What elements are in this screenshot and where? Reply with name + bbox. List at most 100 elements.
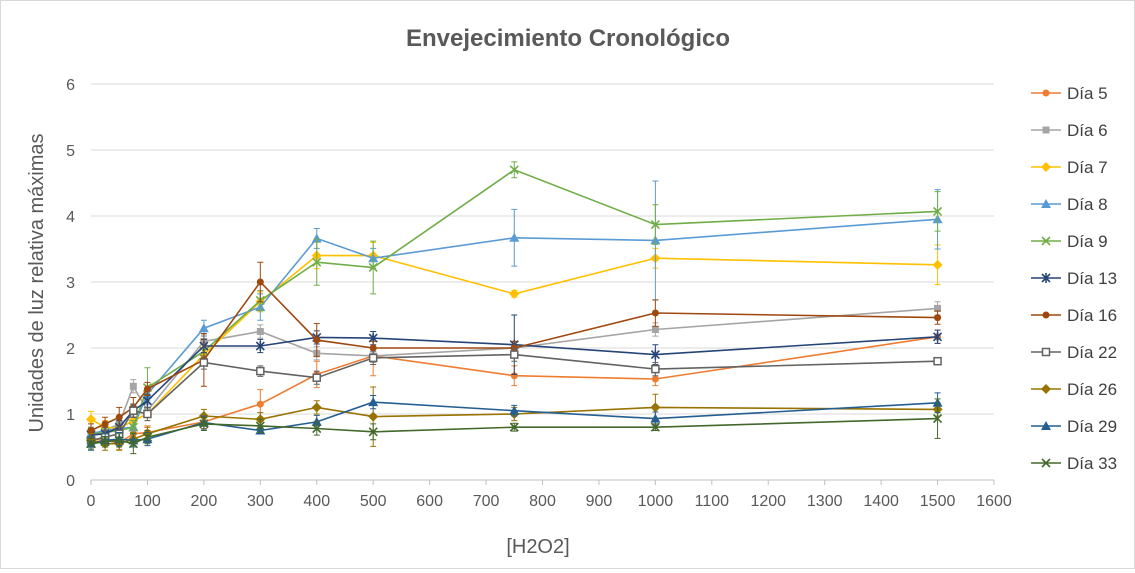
data-point bbox=[129, 406, 138, 415]
legend-marker bbox=[1041, 162, 1051, 172]
data-point bbox=[933, 356, 942, 366]
x-axis-title: [H2O2] bbox=[506, 536, 569, 558]
legend-item: Día 7 bbox=[1031, 158, 1108, 177]
legend-label: Día 8 bbox=[1067, 195, 1108, 214]
legend-item: Día 9 bbox=[1031, 232, 1108, 251]
x-tick-label: 400 bbox=[303, 493, 330, 510]
data-point bbox=[199, 419, 209, 429]
series-line bbox=[90, 417, 938, 445]
series-día-9 bbox=[86, 161, 943, 441]
x-tick-label: 200 bbox=[191, 493, 218, 510]
x-tick-label: 300 bbox=[247, 493, 274, 510]
data-point bbox=[368, 427, 378, 437]
y-tick-label: 0 bbox=[66, 473, 75, 490]
x-tick-label: 500 bbox=[360, 493, 387, 510]
legend-marker bbox=[1042, 126, 1050, 134]
data-point bbox=[934, 304, 942, 312]
legend-marker bbox=[1041, 421, 1051, 430]
data-point bbox=[142, 395, 153, 406]
legend-item: Día 5 bbox=[1031, 84, 1108, 103]
x-tick-label: 700 bbox=[473, 493, 500, 510]
legend-label: Día 16 bbox=[1067, 306, 1117, 325]
x-tick-label: 100 bbox=[134, 493, 161, 510]
data-point bbox=[650, 220, 660, 230]
chart-title: Envejecimiento Cronológico bbox=[406, 25, 730, 52]
legend-label: Día 13 bbox=[1067, 269, 1117, 288]
data-point bbox=[312, 423, 322, 434]
data-point bbox=[256, 328, 264, 335]
data-point bbox=[255, 421, 265, 431]
data-point bbox=[312, 257, 322, 267]
data-point bbox=[115, 413, 123, 421]
legend-label: Día 29 bbox=[1067, 417, 1117, 436]
x-tick-label: 1200 bbox=[750, 493, 786, 510]
gridlines bbox=[91, 83, 994, 415]
legend-marker bbox=[1041, 347, 1051, 357]
legend-item: Día 26 bbox=[1031, 380, 1117, 399]
data-point bbox=[932, 414, 943, 424]
x-tick-label: 1100 bbox=[695, 493, 730, 510]
legend: Día 5 Día 6 Día 7 Día 8 Día 9 Día 13 Día 16 Día… bbox=[1031, 84, 1117, 473]
data-point bbox=[255, 341, 265, 352]
x-tick-label: 1500 bbox=[920, 493, 956, 510]
data-point bbox=[311, 233, 322, 243]
y-tick-label: 3 bbox=[66, 275, 75, 292]
data-point bbox=[509, 422, 519, 432]
legend-item: Día 16 bbox=[1031, 306, 1117, 325]
data-point bbox=[312, 373, 321, 382]
data-point bbox=[368, 397, 379, 407]
legend-label: Día 22 bbox=[1067, 343, 1117, 362]
data-point bbox=[651, 309, 659, 317]
data-point bbox=[651, 326, 659, 334]
data-point bbox=[509, 405, 520, 415]
legend-label: Día 5 bbox=[1067, 84, 1108, 103]
data-point bbox=[510, 350, 519, 359]
data-point bbox=[114, 435, 124, 445]
legend-item: Día 22 bbox=[1031, 343, 1117, 362]
data-point bbox=[509, 232, 520, 242]
data-point bbox=[934, 314, 942, 322]
data-point bbox=[86, 414, 96, 425]
legend-label: Día 6 bbox=[1067, 121, 1108, 140]
data-point bbox=[256, 400, 264, 408]
data-point bbox=[368, 411, 379, 422]
data-point bbox=[368, 262, 378, 273]
data-point bbox=[369, 344, 377, 352]
legend-marker bbox=[1041, 199, 1051, 208]
data-point bbox=[143, 385, 151, 393]
data-point bbox=[128, 439, 138, 449]
data-point bbox=[932, 331, 943, 342]
series-día-33 bbox=[86, 398, 943, 455]
legend-marker bbox=[1041, 458, 1051, 468]
data-point bbox=[313, 336, 321, 344]
data-point bbox=[256, 366, 265, 376]
series-line bbox=[90, 336, 938, 436]
series-layer bbox=[86, 161, 943, 455]
y-tick-labels: 0 1 2 3 4 5 6 bbox=[66, 77, 75, 490]
y-tick-label: 4 bbox=[66, 209, 75, 226]
legend-label: Día 33 bbox=[1067, 454, 1117, 473]
data-point bbox=[509, 165, 519, 175]
data-point bbox=[87, 427, 95, 434]
legend-marker bbox=[1041, 236, 1051, 246]
legend-item: Día 29 bbox=[1031, 417, 1117, 436]
data-point bbox=[651, 364, 660, 374]
data-point bbox=[198, 323, 209, 333]
axes bbox=[90, 479, 995, 485]
data-point bbox=[129, 382, 137, 390]
data-point bbox=[256, 278, 264, 286]
data-point bbox=[86, 439, 96, 449]
data-point bbox=[368, 353, 378, 363]
data-point bbox=[199, 358, 209, 367]
data-point bbox=[143, 409, 152, 419]
legend-marker bbox=[1041, 273, 1051, 283]
data-point bbox=[932, 259, 943, 270]
legend-item: Día 33 bbox=[1031, 454, 1117, 473]
legend-marker bbox=[1042, 311, 1050, 319]
series-día-16 bbox=[87, 261, 942, 438]
data-point bbox=[142, 432, 153, 442]
x-tick-label: 1000 bbox=[638, 493, 674, 510]
legend-label: Día 9 bbox=[1067, 232, 1108, 251]
